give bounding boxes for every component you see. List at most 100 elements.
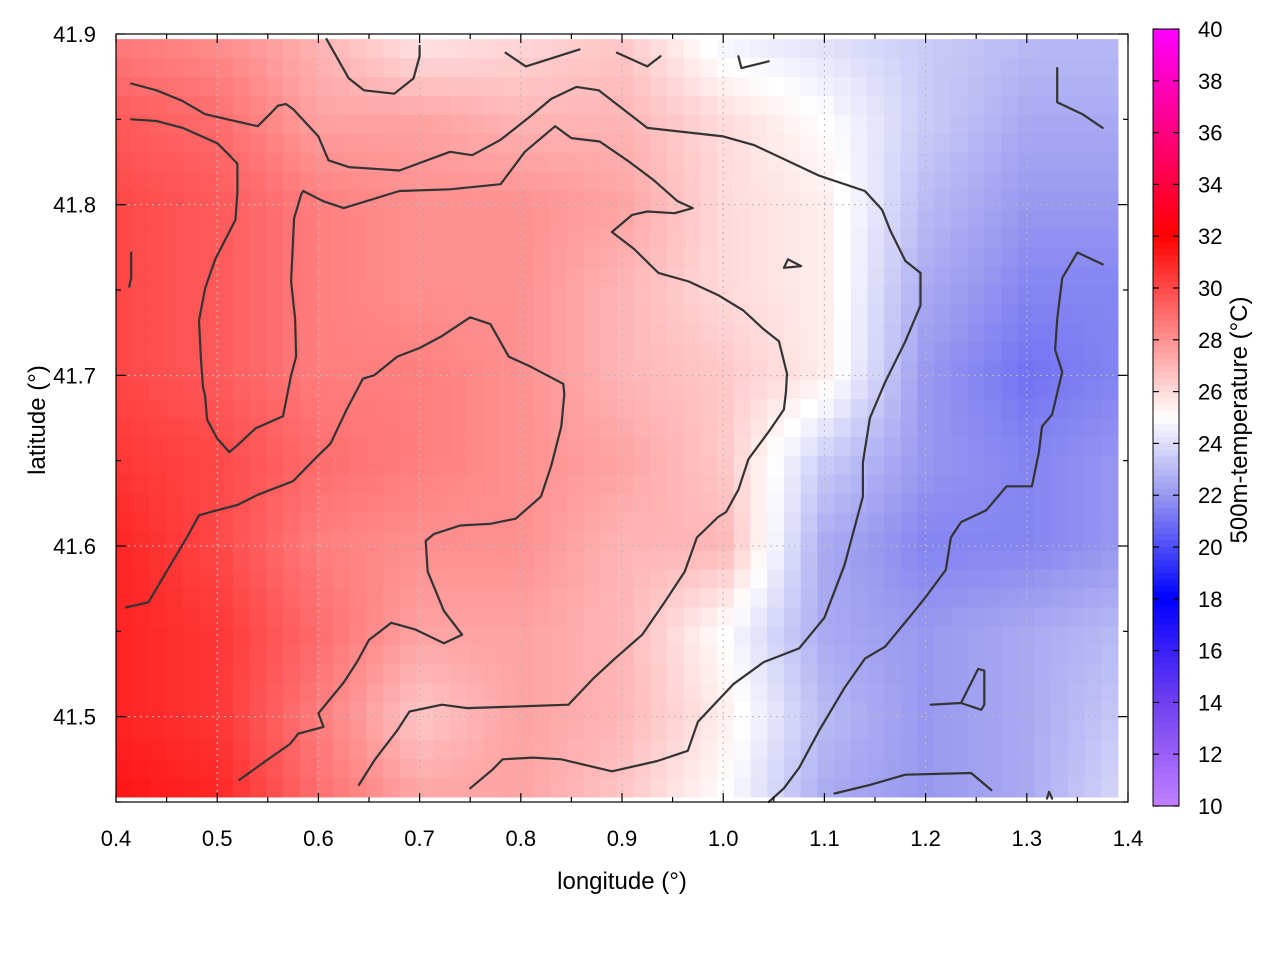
heatmap-cell xyxy=(700,209,718,230)
heatmap-cell xyxy=(199,77,217,97)
heatmap-cell xyxy=(466,512,484,533)
colorbar-segment xyxy=(1153,54,1179,62)
heatmap-cell xyxy=(984,361,1002,381)
heatmap-cell xyxy=(216,304,234,324)
heatmap-cell xyxy=(934,133,952,154)
heatmap-cell xyxy=(583,626,601,646)
heatmap-cell xyxy=(566,455,585,476)
heatmap-cell xyxy=(249,304,267,324)
heatmap-cell xyxy=(834,209,852,230)
heatmap-cell xyxy=(750,531,768,552)
colorbar-segment xyxy=(1153,398,1179,406)
x-tick-label: 1.3 xyxy=(1012,826,1043,851)
heatmap-cell xyxy=(166,474,184,495)
colorbar-segment xyxy=(1153,475,1179,483)
colorbar-segment xyxy=(1153,780,1179,788)
heatmap-cell xyxy=(1000,209,1019,230)
heatmap-cell xyxy=(850,740,869,760)
heatmap-cell xyxy=(683,569,702,590)
heatmap-cell xyxy=(566,474,585,495)
heatmap-cell xyxy=(917,418,935,438)
heatmap-cell xyxy=(817,133,835,154)
heatmap-cell xyxy=(1067,740,1086,760)
heatmap-cell xyxy=(216,190,234,211)
heatmap-cell xyxy=(767,664,785,684)
heatmap-cell xyxy=(383,304,401,324)
heatmap-cell xyxy=(1017,285,1035,305)
heatmap-cell xyxy=(683,493,702,514)
heatmap-cell xyxy=(750,285,768,305)
colorbar-segment xyxy=(1153,631,1179,639)
heatmap-cell xyxy=(850,39,869,59)
heatmap-cell xyxy=(1101,152,1119,173)
heatmap-cell xyxy=(366,418,384,438)
heatmap-cell xyxy=(1084,304,1102,324)
heatmap-cell xyxy=(416,266,434,286)
heatmap-cell xyxy=(967,77,985,97)
heatmap-cell xyxy=(900,285,919,305)
x-axis-ticks: 0.4 0.5 0.6 0.7 0.8 0.9 1.0 1.1 1.2 1.3 1.4 xyxy=(101,34,1143,851)
heatmap-cell xyxy=(349,512,368,533)
heatmap-cell xyxy=(700,304,718,324)
heatmap-cell xyxy=(950,721,969,741)
colorbar-segment xyxy=(1153,352,1179,360)
colorbar-segment xyxy=(1153,391,1179,399)
heatmap-cell xyxy=(984,285,1002,305)
heatmap-cell xyxy=(967,569,985,590)
heatmap-cell xyxy=(366,323,384,343)
heatmap-cell xyxy=(583,531,601,552)
heatmap-cell xyxy=(132,645,150,665)
heatmap-cell xyxy=(466,342,484,362)
heatmap-cell xyxy=(399,380,418,400)
heatmap-cell xyxy=(116,152,134,173)
heatmap-cell xyxy=(299,645,317,665)
heatmap-cell xyxy=(950,361,969,381)
heatmap-cell xyxy=(466,133,484,154)
heatmap-cell xyxy=(199,418,217,438)
colorbar-segment xyxy=(1153,482,1179,490)
heatmap-cell xyxy=(1017,190,1035,211)
heatmap-cell xyxy=(232,399,251,419)
heatmap-cell xyxy=(149,58,167,78)
heatmap-cell xyxy=(934,645,952,665)
heatmap-cell xyxy=(266,493,284,514)
heatmap-cell xyxy=(733,626,752,646)
heatmap-cell xyxy=(583,569,601,590)
heatmap-cell xyxy=(633,361,651,381)
colorbar-segment xyxy=(1153,184,1179,192)
heatmap-cell xyxy=(1000,550,1019,571)
heatmap-cell xyxy=(1067,531,1086,552)
heatmap-cell xyxy=(783,95,802,116)
heatmap-cell xyxy=(182,645,201,665)
heatmap-cell xyxy=(282,588,301,609)
heatmap-cell xyxy=(984,399,1002,419)
heatmap-cell xyxy=(216,152,234,173)
heatmap-cell xyxy=(1017,209,1035,230)
heatmap-cell xyxy=(566,588,585,609)
heatmap-cell xyxy=(433,361,451,381)
heatmap-cell xyxy=(1000,304,1019,324)
heatmap-cell xyxy=(266,58,284,78)
heatmap-cell xyxy=(984,740,1002,760)
heatmap-cell xyxy=(566,531,585,552)
heatmap-cell xyxy=(867,418,885,438)
heatmap-cell xyxy=(1051,436,1069,457)
heatmap-cell xyxy=(516,399,535,419)
heatmap-cell xyxy=(800,399,818,419)
heatmap-cell xyxy=(600,77,618,97)
colorbar-segment xyxy=(1153,262,1179,270)
heatmap-cell xyxy=(333,114,351,135)
heatmap-cell xyxy=(616,228,635,249)
heatmap-cell xyxy=(717,531,735,552)
heatmap-cell xyxy=(1034,512,1052,533)
heatmap-cell xyxy=(333,436,351,457)
heatmap-cell xyxy=(616,626,635,646)
heatmap-cell xyxy=(1101,114,1119,135)
heatmap-cell xyxy=(282,228,301,249)
heatmap-cell xyxy=(1034,152,1052,173)
heatmap-cell xyxy=(449,58,468,78)
heatmap-cell xyxy=(1101,171,1119,192)
heatmap-cell xyxy=(650,342,668,362)
colorbar-segment xyxy=(1153,87,1179,95)
heatmap-cell xyxy=(650,493,668,514)
